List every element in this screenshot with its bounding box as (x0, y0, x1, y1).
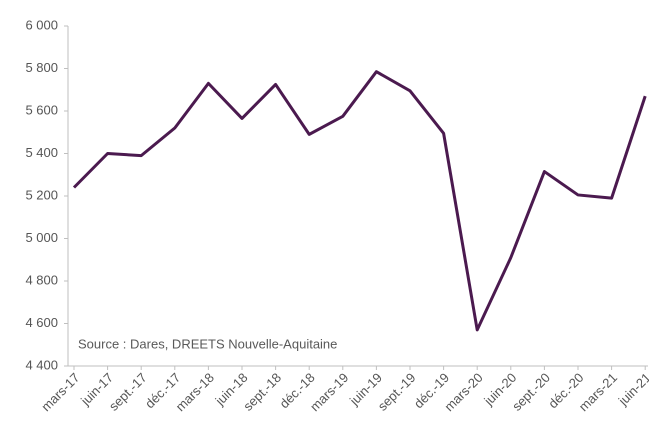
y-tick-label: 6 000 (25, 17, 58, 32)
line (72, 70, 647, 332)
x-tick-label: sept.-18 (240, 370, 284, 414)
y-tick-label: 5 600 (25, 102, 58, 117)
y-tick-label: 5 400 (25, 145, 58, 160)
y-tick-label: 5 000 (25, 230, 58, 245)
x-tick-label: mars-17 (38, 370, 82, 414)
y-tick-label: 4 600 (25, 315, 58, 330)
x-tick-label: sept.-17 (106, 370, 150, 414)
y-tick-label: 4 400 (25, 357, 58, 372)
x-tick-label: sept.-20 (509, 370, 553, 414)
y-tick-label: 5 200 (25, 187, 58, 202)
x-tick-label: sept.-19 (375, 370, 419, 414)
y-tick-label: 4 800 (25, 272, 58, 287)
annotation: Source : Dares, DREETS Nouvelle-Aquitain… (78, 336, 337, 351)
x-tick-label: juin-21 (615, 370, 649, 409)
y-tick-label: 5 800 (25, 60, 58, 75)
